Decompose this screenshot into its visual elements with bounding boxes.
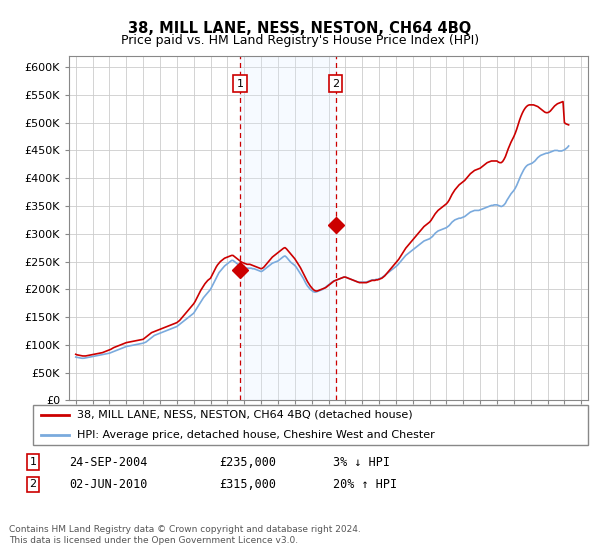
Text: £235,000: £235,000 xyxy=(219,455,276,469)
Text: 38, MILL LANE, NESS, NESTON, CH64 4BQ (detached house): 38, MILL LANE, NESS, NESTON, CH64 4BQ (d… xyxy=(77,410,413,420)
Text: 1: 1 xyxy=(29,457,37,467)
Text: 2: 2 xyxy=(332,79,339,89)
Text: This data is licensed under the Open Government Licence v3.0.: This data is licensed under the Open Gov… xyxy=(9,536,298,545)
Text: Price paid vs. HM Land Registry's House Price Index (HPI): Price paid vs. HM Land Registry's House … xyxy=(121,34,479,46)
Text: 1: 1 xyxy=(236,79,244,89)
Text: 38, MILL LANE, NESS, NESTON, CH64 4BQ: 38, MILL LANE, NESS, NESTON, CH64 4BQ xyxy=(128,21,472,36)
Bar xyxy=(240,56,335,400)
Text: 24-SEP-2004: 24-SEP-2004 xyxy=(69,455,148,469)
Text: £315,000: £315,000 xyxy=(219,478,276,491)
Text: Contains HM Land Registry data © Crown copyright and database right 2024.: Contains HM Land Registry data © Crown c… xyxy=(9,525,361,534)
Text: HPI: Average price, detached house, Cheshire West and Chester: HPI: Average price, detached house, Ches… xyxy=(77,430,435,440)
Text: 2: 2 xyxy=(29,479,37,489)
Text: 20% ↑ HPI: 20% ↑ HPI xyxy=(333,478,397,491)
Text: 3% ↓ HPI: 3% ↓ HPI xyxy=(333,455,390,469)
Text: 02-JUN-2010: 02-JUN-2010 xyxy=(69,478,148,491)
